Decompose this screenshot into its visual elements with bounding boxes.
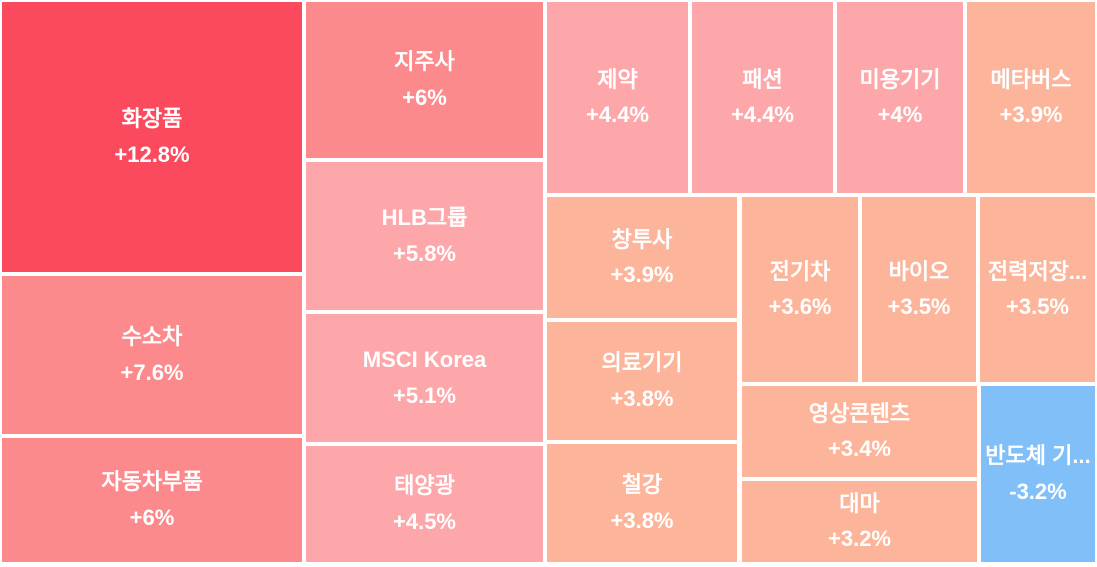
treemap-tile[interactable]: 수소차 +7.6%	[2, 276, 302, 434]
tile-sector-label: 대마	[839, 490, 880, 516]
tile-sector-label: 전력저장...	[987, 258, 1088, 284]
tile-sector-label: 제약	[597, 66, 638, 92]
tile-change-percent: +3.9%	[999, 102, 1063, 127]
tile-change-percent: +3.4%	[828, 436, 891, 461]
treemap-tile[interactable]: 미용기기 +4%	[837, 2, 963, 193]
tile-change-percent: +3.5%	[887, 294, 951, 319]
treemap-tile[interactable]: 태양광 +4.5%	[306, 446, 543, 562]
tile-change-percent: +4%	[877, 102, 923, 127]
treemap-tile[interactable]: 전기차 +3.6%	[742, 197, 858, 382]
treemap-tile[interactable]: 메타버스 +3.9%	[967, 2, 1095, 193]
tile-change-percent: +7.6%	[120, 359, 184, 385]
tile-sector-label: 창투사	[611, 226, 673, 252]
treemap-tile[interactable]: 전력저장... +3.5%	[980, 197, 1095, 382]
treemap-tile[interactable]: 철강 +3.8%	[547, 444, 737, 562]
tile-change-percent: +5.8%	[393, 240, 456, 266]
treemap-tile[interactable]: 바이오 +3.5%	[862, 197, 976, 382]
tile-change-percent: +3.9%	[610, 262, 674, 287]
tile-sector-label: 태양광	[394, 473, 455, 499]
tile-sector-label: 미용기기	[859, 66, 941, 92]
tile-change-percent: +5.1%	[393, 382, 456, 408]
treemap-tile[interactable]: 화장품 +12.8%	[2, 2, 302, 272]
tile-change-percent: +6%	[129, 504, 175, 530]
tile-sector-label: 패션	[742, 66, 783, 92]
tile-change-percent: +3.2%	[828, 526, 891, 551]
tile-sector-label: HLB그룹	[381, 205, 468, 231]
treemap-tile[interactable]: 창투사 +3.9%	[547, 197, 737, 318]
treemap-tile[interactable]: MSCI Korea +5.1%	[306, 314, 543, 442]
tile-sector-label: 의료기기	[601, 350, 683, 376]
treemap-tile[interactable]: 패션 +4.4%	[692, 2, 833, 193]
tile-change-percent: +3.5%	[1006, 294, 1069, 319]
tile-change-percent: +12.8%	[114, 141, 190, 167]
tile-change-percent: +6%	[402, 84, 447, 110]
treemap-tile[interactable]: 대마 +3.2%	[742, 481, 977, 562]
tile-sector-label: 화장품	[121, 106, 183, 132]
tile-sector-label: MSCI Korea	[362, 347, 487, 373]
treemap-tile[interactable]: 영상콘텐츠 +3.4%	[742, 386, 977, 477]
tile-sector-label: 수소차	[121, 324, 183, 350]
treemap-tile[interactable]: 제약 +4.4%	[547, 2, 688, 193]
tile-change-percent: +3.8%	[610, 507, 674, 533]
tile-change-percent: +4.4%	[586, 102, 649, 127]
tile-change-percent: -3.2%	[1009, 478, 1067, 504]
tile-sector-label: 영상콘텐츠	[808, 400, 911, 426]
treemap-tile[interactable]: 자동차부품 +6%	[2, 438, 302, 562]
treemap-tile[interactable]: 지주사 +6%	[306, 2, 543, 158]
treemap-tile[interactable]: 반도체 기... -3.2%	[981, 386, 1095, 562]
tile-change-percent: +4.5%	[393, 508, 456, 534]
treemap-tile[interactable]: HLB그룹 +5.8%	[306, 162, 543, 310]
treemap-tile[interactable]: 의료기기 +3.8%	[547, 322, 737, 440]
tile-sector-label: 메타버스	[990, 66, 1072, 92]
tile-sector-label: 지주사	[394, 49, 455, 75]
tile-sector-label: 바이오	[888, 258, 950, 284]
tile-change-percent: +3.8%	[610, 385, 674, 411]
tile-sector-label: 반도체 기...	[985, 443, 1091, 469]
tile-sector-label: 철강	[621, 472, 663, 498]
tile-change-percent: +4.4%	[731, 102, 794, 127]
tile-sector-label: 자동차부품	[101, 469, 203, 495]
tile-sector-label: 전기차	[769, 258, 831, 284]
tile-change-percent: +3.6%	[768, 294, 832, 319]
